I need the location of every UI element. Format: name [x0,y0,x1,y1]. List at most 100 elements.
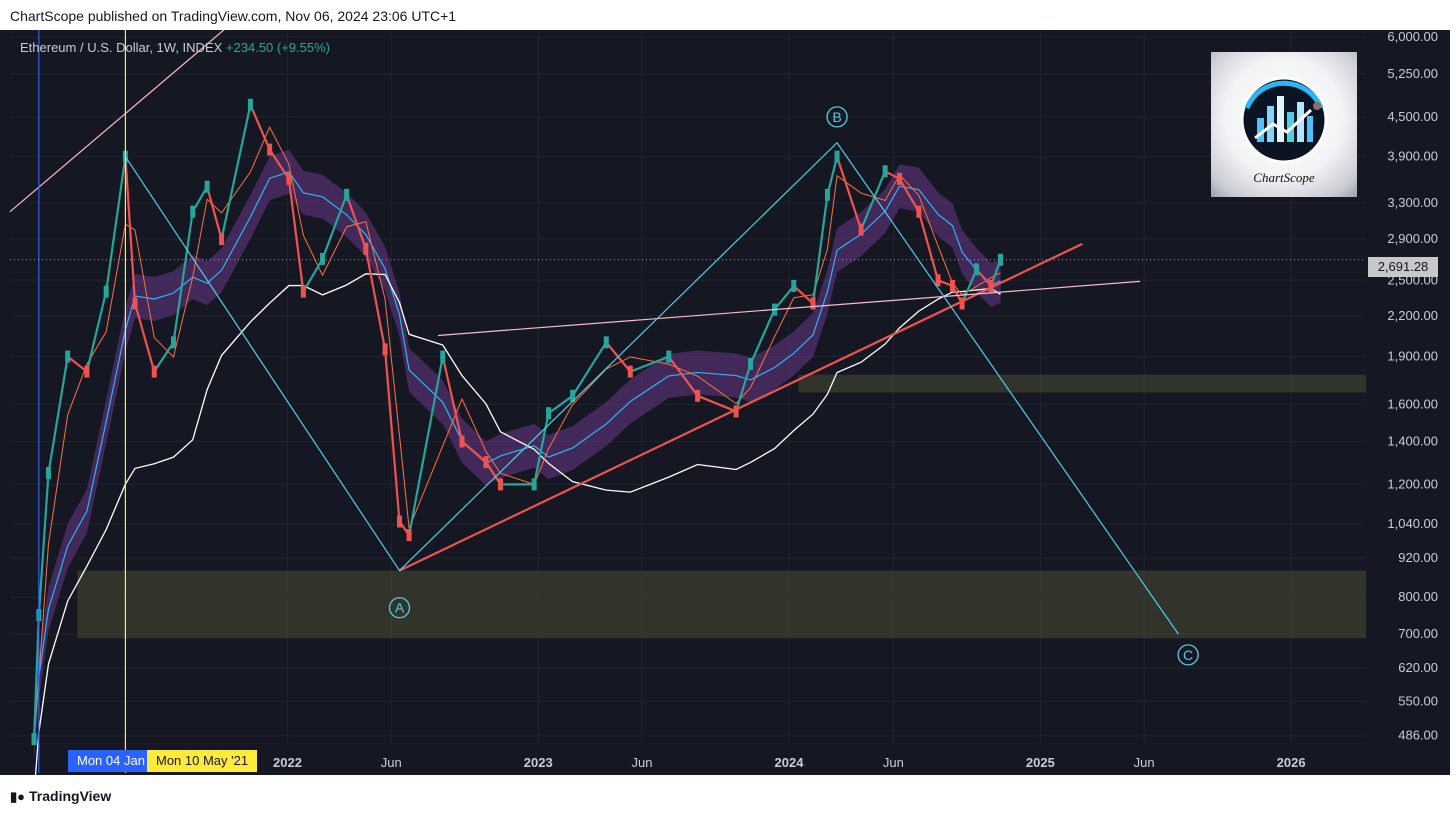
x-tick-label: 2026 [1277,755,1306,770]
price-segment [85,291,108,372]
price-candle [247,98,253,111]
ma-line-orange [33,126,1001,740]
chart-area[interactable]: A B C 6,000.00 5,250.00 4,500.00 3,900.00 3,300… [0,30,1450,775]
y-tick-label: 800.00 [1398,589,1438,604]
wave-label-B: B [832,109,841,125]
price-candle [858,223,864,236]
price-candle [396,515,402,528]
x-tick-label: 2022 [273,755,302,770]
price-segment [697,394,737,413]
symbol-name: Ethereum / U.S. Dollar, 1W, INDEX [20,40,223,55]
y-tick-label: 1,400.00 [1387,434,1438,449]
price-candle [834,150,840,163]
x-tick-label: 2024 [775,755,805,770]
trend-line-rising-support [399,242,1083,572]
support-zone [77,570,1367,639]
price-segment [268,149,290,180]
ma-line-white [34,273,1001,775]
price-candle [959,297,965,310]
price-candle [267,143,273,156]
price-candle [897,172,903,185]
price-segment [749,309,776,365]
price-candle [363,242,369,255]
price-segment [860,170,887,231]
price-candle [949,279,955,292]
price-segment [302,258,324,293]
price-candle [300,285,306,298]
price-segment [32,615,40,740]
price-segment [461,440,487,463]
price-segment [735,363,752,412]
trend-line-upper-channel [9,30,225,213]
price-segment [383,349,401,522]
tradingview-logo[interactable]: ▮● TradingView [10,788,111,805]
price-candle [531,478,537,491]
price-candle [382,343,388,356]
price-candle [974,263,980,276]
price-candle [497,478,503,491]
x-tick-label: Jun [883,755,904,770]
y-tick-label: 1,040.00 [1387,516,1438,531]
price-segment [547,394,574,415]
y-tick-label: 3,300.00 [1387,195,1438,210]
y-tick-label: 1,200.00 [1387,476,1438,491]
wave-label-circle [1177,644,1199,666]
price-candle [603,336,609,349]
last-price-label: 2,691.28 [1368,257,1438,277]
chartscope-logo: ChartScope [1211,52,1357,197]
wave-label-circle [826,106,848,128]
date-marker-label-1: Mon 04 Jan [68,750,154,772]
y-tick-label: 2,900.00 [1387,231,1438,246]
y-tick-label: 620.00 [1398,660,1438,675]
price-candle [45,467,51,480]
price-candle [344,188,350,201]
price-candle [882,165,888,178]
price-candle [666,350,672,363]
y-tick-label: 5,250.00 [1387,66,1438,81]
price-candle [151,365,157,378]
x-tick-label: Jun [381,755,402,770]
logo-caption: ChartScope [1253,170,1315,185]
y-tick-label: 486.00 [1398,728,1438,743]
price-segment [249,104,271,151]
price-candle [132,297,138,310]
trend-line-abc-path [124,141,1179,635]
price-segment [287,178,305,292]
price-candle [190,205,196,218]
price-segment [105,156,127,292]
price-candle [824,188,830,201]
price-segment [133,303,156,372]
price-candle [733,405,739,418]
price-candle [546,407,552,420]
price-segment [206,186,223,240]
support-zone [798,374,1366,393]
price-candle [988,279,994,292]
price-segment [898,178,920,213]
price-segment [836,156,863,230]
price-segment [811,194,829,304]
price-segment [773,285,795,311]
price-candle [935,274,941,287]
wave-label-C: C [1183,647,1193,663]
wave-label-A: A [395,600,405,616]
price-segment [124,156,137,304]
price-segment [321,194,348,260]
y-tick-label: 2,200.00 [1387,308,1438,323]
price-segment [408,356,444,536]
price-segment [826,156,839,196]
symbol-change: +234.50 (+9.55%) [225,40,330,55]
price-segment [793,285,814,305]
x-tick-label: Jun [631,755,652,770]
price-segment [67,355,88,373]
price-segment [153,341,175,373]
price-candle [219,233,225,246]
price-segment [441,356,464,442]
x-tick-label: 2025 [1026,755,1055,770]
trend-line-pink-resistance [437,280,1141,337]
publish-header: ChartScope published on TradingView.com,… [0,0,1456,30]
price-candle [65,350,71,363]
symbol-info: Ethereum / U.S. Dollar, 1W, INDEX +234.5… [20,40,330,55]
logo-emblem-icon [1240,76,1328,164]
y-tick-label: 3,900.00 [1387,149,1438,164]
price-chart[interactable]: A B C 6,000.00 5,250.00 4,500.00 3,900.00 3,300… [0,30,1450,775]
